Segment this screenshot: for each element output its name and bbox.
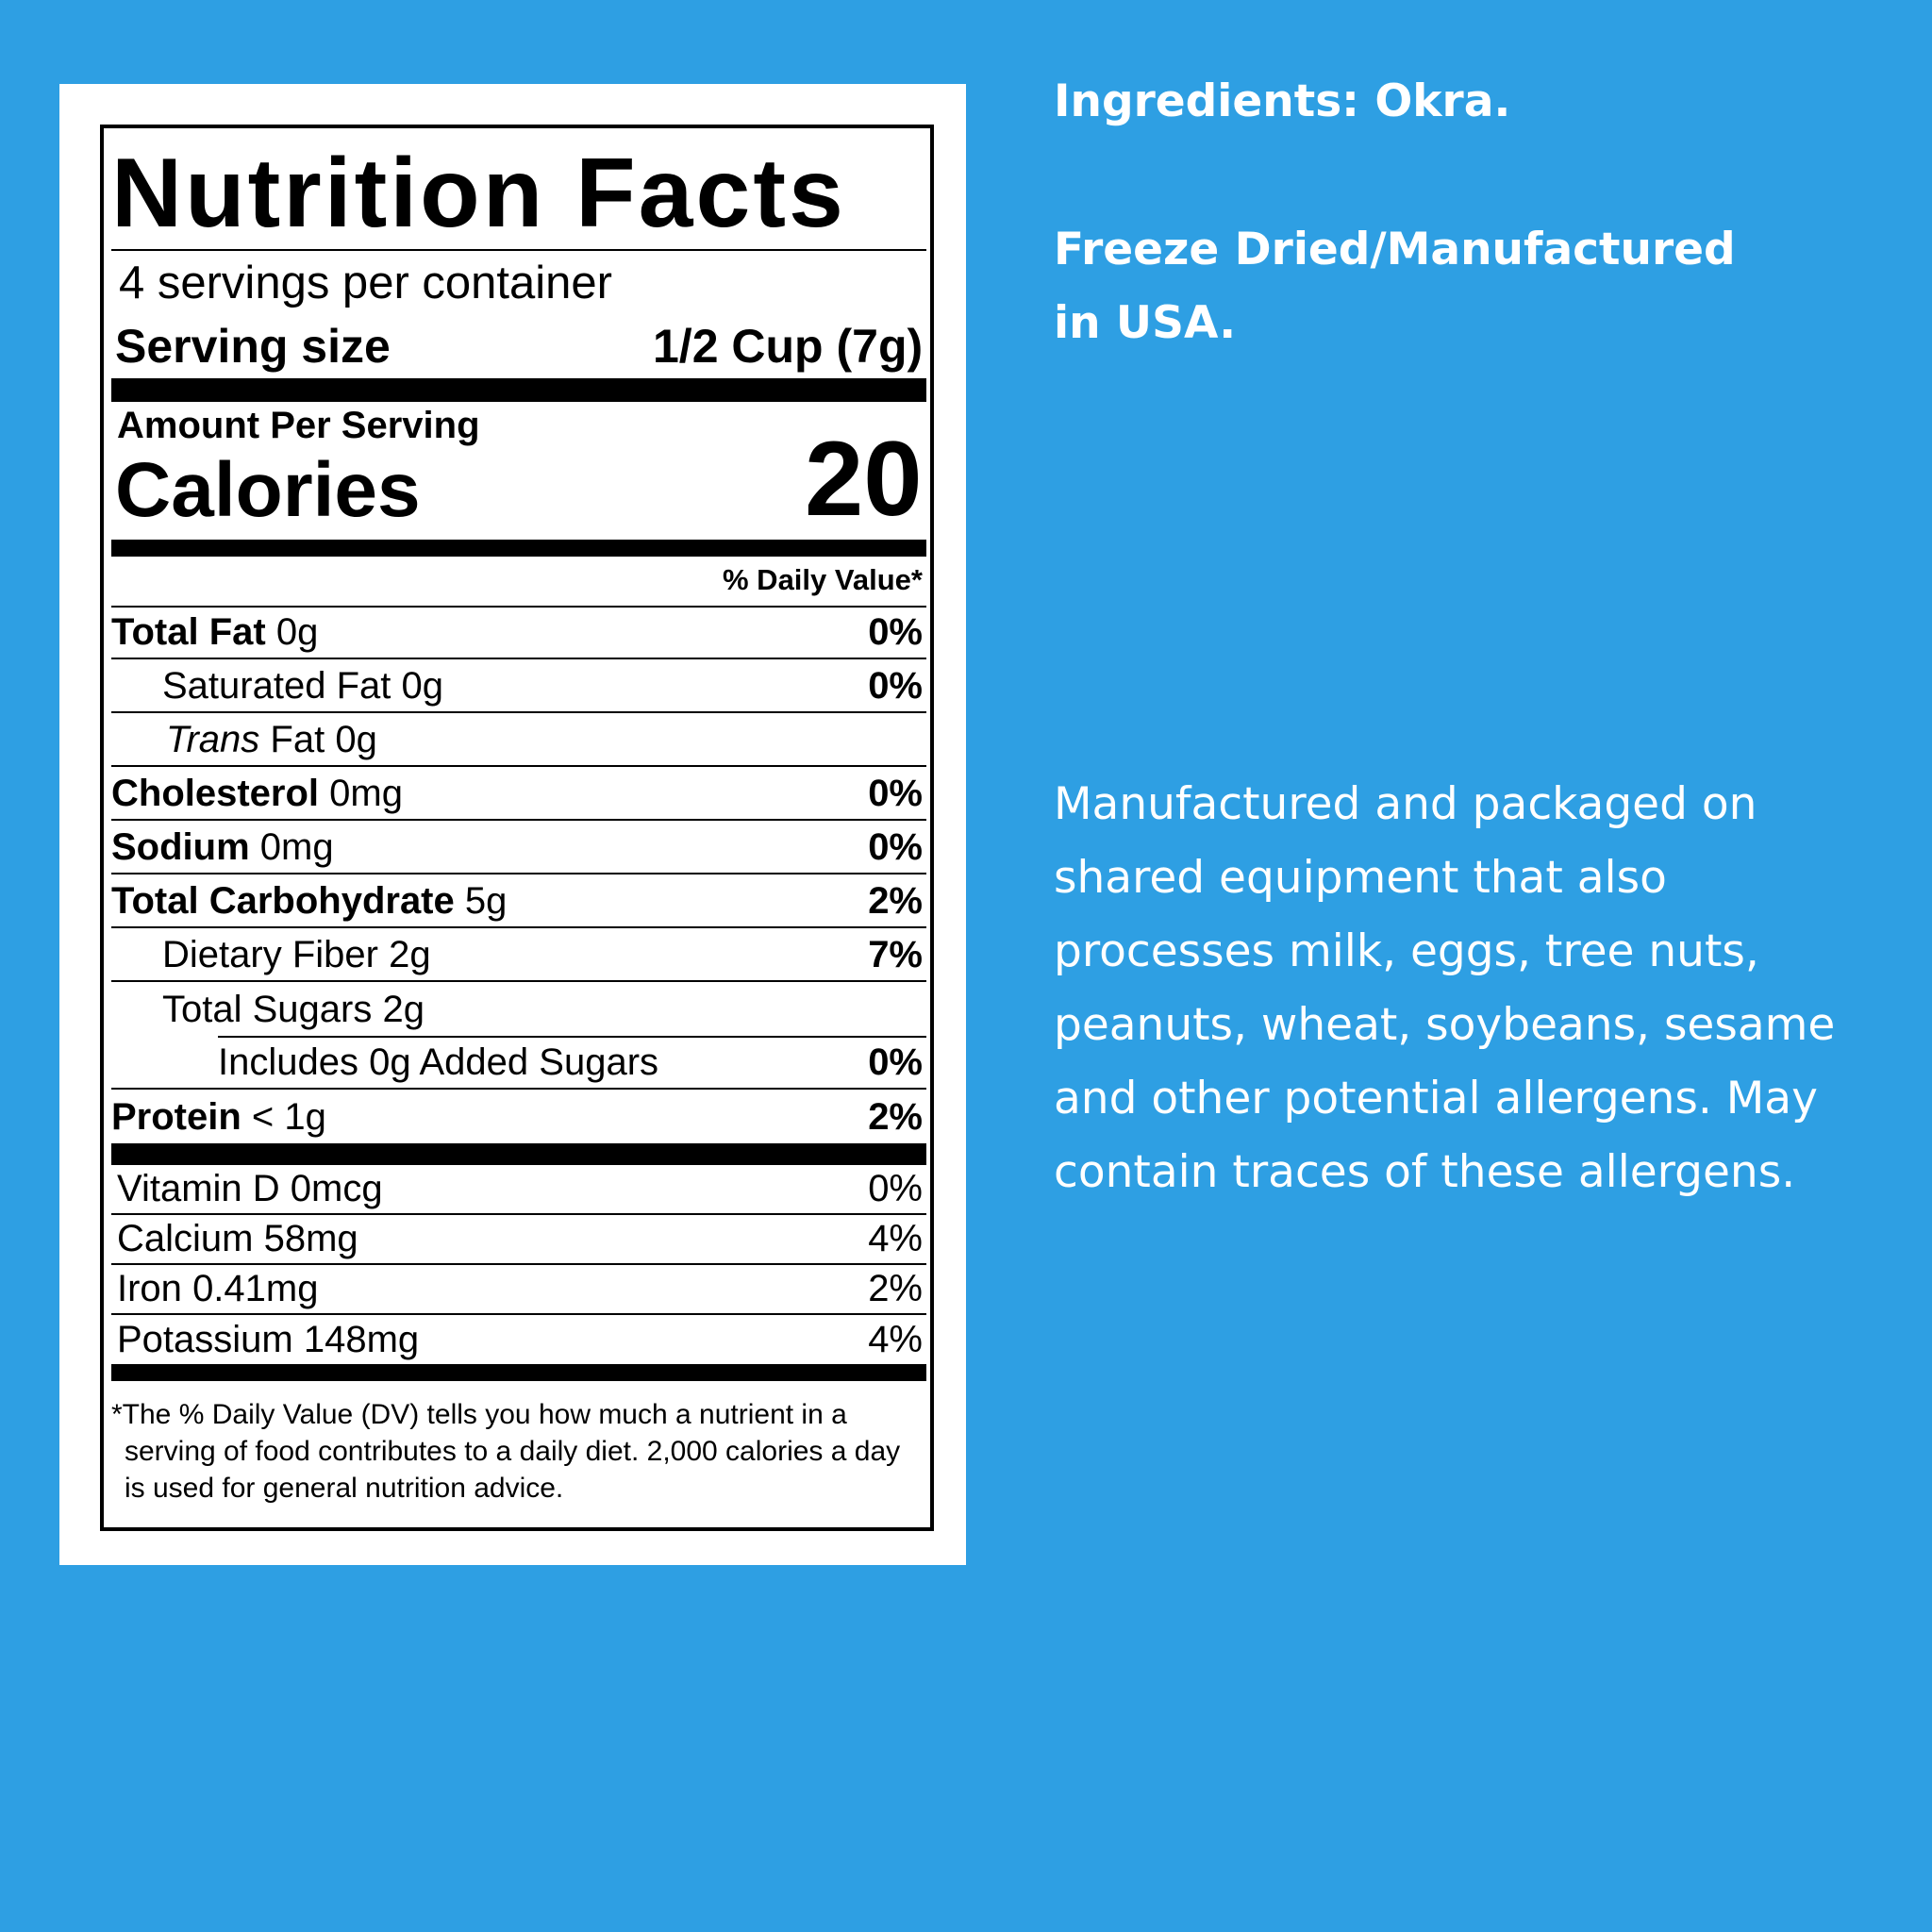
nutrient-amount: 0g (335, 719, 377, 760)
nutrient-row: Trans Fat 0g (111, 715, 926, 767)
nutrient-name-italic: Trans (166, 719, 260, 760)
nutrient-amount: 0mg (259, 826, 334, 868)
vitamin-row: Calcium 58mg 4% (111, 1215, 926, 1265)
vitamin-dv: 4% (868, 1319, 923, 1360)
vitamin-name: Iron (117, 1268, 182, 1309)
nutrient-row: Total Fat 0g 0% (111, 608, 926, 659)
vitamin-amount: 58mg (263, 1218, 358, 1259)
nutrient-dv: 7% (868, 934, 923, 975)
nutrient-name: Includes 0g Added Sugars (218, 1041, 659, 1083)
nutrient-row: Sodium 0mg 0% (111, 823, 926, 874)
nutrient-name: Dietary Fiber (162, 934, 378, 975)
vitamin-row: Vitamin D 0mcg 0% (111, 1165, 926, 1215)
nutrient-row: Saturated Fat 0g 0% (111, 661, 926, 713)
label-panel (59, 84, 966, 1565)
nutrient-dv: 0% (868, 773, 923, 814)
allergen-statement: Manufactured and packaged on shared equi… (1054, 778, 1836, 1198)
nutrient-row: Dietary Fiber 2g 7% (111, 930, 926, 982)
thick-rule (111, 378, 926, 402)
nutrient-name: Sodium (111, 826, 250, 868)
thick-rule (111, 540, 926, 557)
serving-size-value: 1/2 Cup (7g) (653, 320, 924, 373)
nutrient-dv: 0% (868, 1041, 923, 1083)
rule (218, 1036, 926, 1038)
rule (111, 249, 926, 251)
label-title: Nutrition Facts (111, 139, 846, 248)
vitamin-amount: 148mg (303, 1319, 420, 1360)
nutrient-name: Total Sugars (162, 989, 373, 1030)
nutrient-name: Total Carbohydrate (111, 880, 455, 922)
amount-per-serving: Amount Per Serving (117, 405, 480, 446)
nutrient-row: Total Carbohydrate 5g 2% (111, 876, 926, 928)
vitamin-dv: 4% (868, 1218, 923, 1259)
vitamin-amount: 0mcg (290, 1168, 383, 1209)
nutrient-name: Saturated Fat (162, 665, 391, 707)
nutrient-dv: 2% (868, 880, 923, 922)
vitamin-name: Vitamin D (117, 1168, 280, 1209)
nutrient-dv: 2% (868, 1096, 923, 1138)
daily-value-header: % Daily Value* (723, 563, 923, 596)
ingredients: Ingredients: Okra. (1054, 75, 1511, 127)
thick-rule (111, 1364, 926, 1381)
vitamin-row: Iron 0.41mg 2% (111, 1265, 926, 1315)
rule (111, 606, 926, 608)
nutrient-name: Fat (270, 719, 325, 760)
nutrient-amount: 2g (389, 934, 431, 975)
vitamin-name: Potassium (117, 1319, 293, 1360)
vitamin-dv: 0% (868, 1168, 923, 1209)
nutrient-row: Includes 0g Added Sugars 0% (111, 1038, 926, 1090)
nutrient-amount: < 1g (251, 1096, 326, 1138)
nutrient-amount: 0g (401, 665, 444, 707)
nutrient-name: Total Fat (111, 611, 266, 653)
nutrient-row: Cholesterol 0mg 0% (111, 769, 926, 821)
nutrient-amount: 0g (275, 611, 319, 653)
nutrient-name: Cholesterol (111, 773, 320, 814)
calories-label: Calories (115, 447, 421, 533)
nutrient-amount: 0mg (329, 773, 403, 814)
nutrient-row: Total Sugars 2g (111, 984, 926, 1036)
origin: Freeze Dried/Manufactured in USA. (1054, 224, 1736, 349)
nutrient-name: Protein (111, 1096, 242, 1138)
nutrient-amount: 5g (464, 880, 508, 922)
nutrient-dv: 0% (868, 665, 923, 707)
label-border (100, 125, 934, 1531)
nutrient-row: Protein < 1g 2% (111, 1091, 926, 1143)
footnote: *The % Daily Value (DV) tells you how mu… (111, 1399, 901, 1504)
vitamin-name: Calcium (117, 1218, 254, 1259)
vitamin-row: Potassium 148mg 4% (111, 1315, 926, 1365)
vitamin-amount: 0.41mg (192, 1268, 319, 1309)
nutrient-dv: 0% (868, 611, 923, 653)
vitamin-dv: 2% (868, 1268, 923, 1309)
nutrient-dv: 0% (868, 826, 923, 868)
calories-value: 20 (805, 420, 923, 538)
nutrient-amount: 2g (382, 989, 425, 1030)
thick-rule (111, 1143, 926, 1165)
serving-size-label: Serving size (115, 320, 391, 373)
servings: 4 servings per container (119, 258, 612, 308)
